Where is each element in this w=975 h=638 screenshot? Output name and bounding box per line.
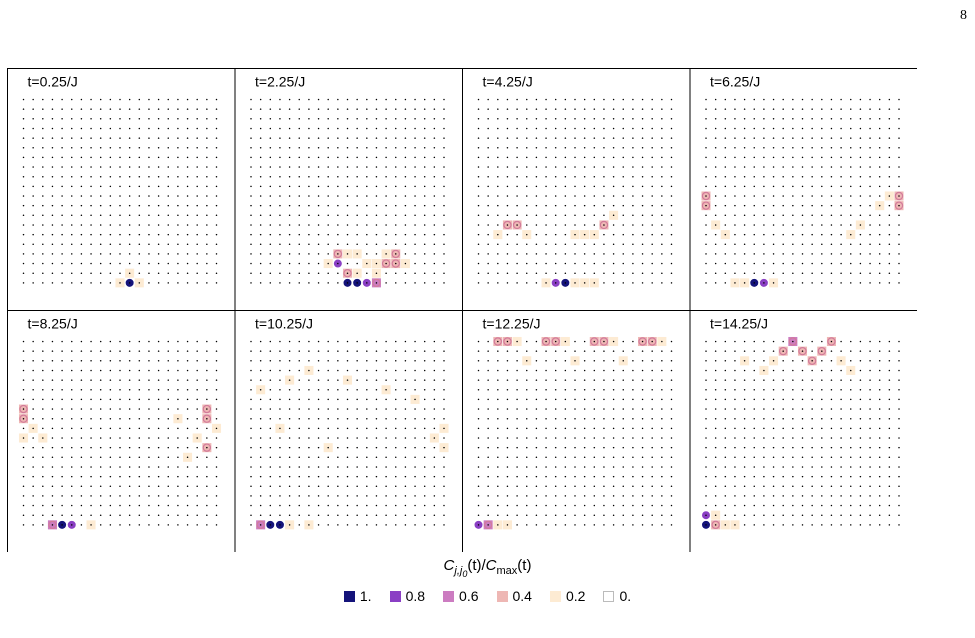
cell-ring [807, 356, 817, 366]
cell-ring [701, 201, 711, 210]
legend-swatch-0.8 [389, 590, 401, 602]
cell-ring [391, 249, 400, 259]
legend-entry-1: 1. [343, 588, 372, 604]
cell-ring [711, 520, 720, 530]
cell-ring [503, 220, 512, 230]
legend-title-mid: (t)/ [467, 557, 486, 574]
legend-entry-0.2: 0.2 [549, 588, 586, 604]
panel-7: t=12.25/J [462, 310, 691, 552]
panel-frame [7, 310, 236, 552]
cell-ring [701, 191, 711, 201]
cell-ring [894, 201, 904, 210]
lattice-dots [477, 98, 673, 284]
cell-ring [202, 404, 212, 414]
panel-1: t=0.25/J [7, 68, 236, 311]
panel-3: t=4.25/J [462, 68, 691, 311]
legend-label-0.6: 0.6 [459, 588, 479, 604]
cell-ring [333, 249, 343, 259]
legend-swatch-0.6 [443, 590, 455, 602]
panel-2: t=2.25/J [234, 68, 463, 311]
cell-ring [483, 520, 493, 530]
cell-ring [256, 520, 265, 530]
heatmap-grid: t=0.25/J t=2.25/J t=4.25/J t=6.25/J t=8.25/J… [7, 68, 917, 552]
legend-title-sub2: 0 [462, 569, 468, 580]
page-number: 8 [960, 8, 967, 23]
legend-label-0: 0. [619, 588, 632, 604]
cell-ring [372, 278, 381, 288]
cell-ring [503, 337, 512, 346]
panel-6: t=10.25/J [234, 310, 463, 552]
cell-ring [599, 337, 609, 346]
panel-label: t=2.25/J [255, 74, 305, 90]
cell-ring [590, 337, 599, 346]
legend-label-1: 1. [359, 588, 372, 604]
panel-label: t=8.25/J [28, 316, 78, 332]
legend-label-0.8: 0.8 [405, 588, 426, 604]
lattice-dots [250, 340, 445, 526]
cell-ring [19, 404, 28, 414]
cell-ring [343, 268, 352, 278]
cell-ring [788, 337, 798, 346]
cell-ring [894, 191, 904, 201]
legend-entry-0.6: 0.6 [443, 588, 479, 604]
panel-frame [234, 310, 463, 552]
figure: t=0.25/J t=2.25/J t=4.25/J t=6.25/J t=8.25/J… [7, 68, 917, 552]
cell-ring [599, 220, 609, 230]
panel-8: t=14.25/J [689, 310, 917, 552]
panel-frame [7, 68, 236, 311]
panel-label: t=6.25/J [710, 74, 760, 90]
cell-ring [493, 337, 502, 346]
panel-frame [462, 68, 691, 311]
cell-ring [19, 414, 28, 423]
lattice-dots [705, 98, 900, 284]
lattice-dots [250, 98, 445, 284]
legend-title-main: C [443, 557, 455, 574]
legend-swatch-0 [603, 590, 615, 602]
cell-ring [48, 520, 57, 530]
cell-ring [798, 346, 807, 356]
cell-ring [202, 414, 212, 423]
panel-frame [689, 68, 917, 311]
cell-ring [391, 259, 400, 268]
legend-title-denom: C [485, 557, 497, 574]
legend-title-sub1: j,j [454, 565, 463, 577]
panel-frame [462, 310, 691, 552]
panel-label: t=4.25/J [483, 74, 533, 90]
legend-title: Cj,j0(t)/Cmax(t) [0, 557, 975, 579]
cell-ring [551, 337, 560, 346]
cell-ring [202, 443, 212, 452]
cell-ring [512, 220, 522, 230]
cell-ring [541, 337, 551, 346]
panel-label: t=0.25/J [28, 74, 78, 90]
legend-entry-0.8: 0.8 [389, 588, 426, 604]
panel-frame [689, 310, 917, 552]
legend-swatch-1 [343, 590, 355, 602]
cell-ring [638, 337, 647, 346]
panel-label: t=10.25/J [255, 316, 313, 332]
panel-4: t=6.25/J [689, 68, 917, 311]
cell-ring [827, 337, 836, 346]
cell-ring [647, 337, 657, 346]
panel-label: t=14.25/J [710, 316, 768, 332]
panel-5: t=8.25/J [7, 310, 236, 552]
cell-ring [817, 346, 826, 356]
legend-title-denom-sub: max [496, 565, 518, 577]
legend-title-end: (t) [517, 557, 532, 574]
legend-swatch-0.2 [549, 590, 561, 602]
cell-ring [381, 259, 391, 268]
legend: 1. 0.8 0.6 0.4 0.2 0. [0, 588, 975, 604]
legend-label-0.2: 0.2 [565, 588, 586, 604]
lattice-dots [22, 98, 218, 284]
lattice-dots [705, 340, 900, 526]
legend-swatch-0.4 [496, 590, 508, 602]
cell-ring [778, 346, 788, 356]
lattice-dots [22, 340, 218, 526]
legend-entry-0: 0. [603, 588, 631, 604]
legend-entry-0.4: 0.4 [496, 588, 532, 604]
legend-label-0.4: 0.4 [512, 588, 532, 604]
lattice-dots [477, 340, 673, 526]
panel-label: t=12.25/J [483, 316, 541, 332]
